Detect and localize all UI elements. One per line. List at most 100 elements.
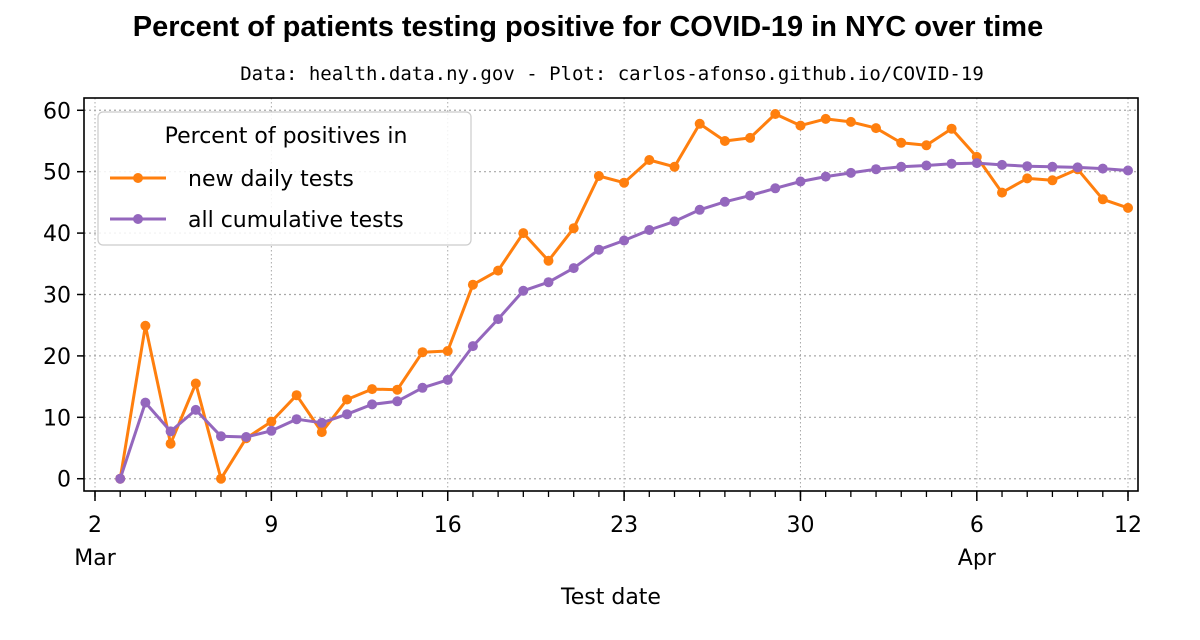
legend: Percent of positives in new daily tests … bbox=[97, 111, 472, 246]
data-point bbox=[946, 158, 957, 169]
data-point bbox=[493, 314, 504, 325]
data-point bbox=[619, 177, 630, 188]
data-point bbox=[190, 378, 201, 389]
y-tick-label: 0 bbox=[57, 468, 71, 493]
data-point bbox=[1022, 161, 1033, 172]
data-point bbox=[241, 432, 252, 442]
data-point bbox=[467, 279, 478, 290]
y-tick-label: 40 bbox=[43, 222, 71, 247]
data-point bbox=[266, 416, 277, 427]
data-point bbox=[417, 347, 428, 358]
data-point bbox=[392, 384, 403, 395]
data-point bbox=[719, 136, 730, 146]
data-point bbox=[493, 265, 504, 276]
x-tick-label: 6 bbox=[970, 513, 984, 538]
data-point bbox=[291, 390, 302, 401]
data-point bbox=[367, 399, 378, 410]
data-point bbox=[316, 427, 327, 438]
legend-label-daily: new daily tests bbox=[188, 167, 354, 192]
data-point bbox=[1097, 163, 1108, 174]
data-point bbox=[1072, 162, 1083, 173]
data-point bbox=[568, 223, 579, 234]
data-point bbox=[896, 137, 907, 148]
data-point bbox=[669, 216, 680, 227]
y-axis: 0 10 20 30 40 50 60 bbox=[43, 99, 84, 493]
data-point bbox=[946, 123, 957, 134]
data-point bbox=[367, 384, 378, 395]
data-point bbox=[971, 158, 982, 169]
data-point bbox=[921, 160, 932, 171]
x-axis: 2 Mar 9 16 23 30 6 Apr 12 bbox=[74, 491, 1142, 571]
data-point bbox=[745, 132, 756, 143]
x-tick-label: 16 bbox=[434, 513, 462, 538]
data-point bbox=[644, 155, 655, 165]
x-tick-label: 23 bbox=[610, 513, 638, 538]
data-point bbox=[921, 140, 932, 151]
data-point bbox=[871, 164, 881, 175]
data-point bbox=[896, 161, 907, 172]
x-tick-label: 9 bbox=[264, 513, 278, 538]
x-tick-sublabel: Apr bbox=[958, 546, 997, 571]
data-point bbox=[669, 161, 680, 172]
data-point bbox=[1123, 165, 1133, 176]
y-tick-label: 50 bbox=[43, 161, 71, 186]
y-tick-label: 60 bbox=[43, 99, 71, 124]
data-point bbox=[442, 346, 453, 356]
data-point bbox=[568, 263, 579, 274]
data-point bbox=[165, 438, 176, 449]
series-group bbox=[115, 109, 1133, 484]
data-point bbox=[770, 183, 781, 194]
data-point bbox=[190, 404, 201, 415]
data-point bbox=[392, 396, 403, 407]
data-point bbox=[719, 196, 730, 207]
data-point bbox=[593, 171, 604, 181]
data-point bbox=[442, 374, 453, 385]
legend-label-cumulative: all cumulative tests bbox=[188, 208, 404, 233]
x-tick-sublabel: Mar bbox=[74, 546, 116, 571]
data-point bbox=[770, 109, 781, 119]
data-point bbox=[140, 320, 151, 331]
data-point bbox=[417, 382, 428, 393]
data-point bbox=[593, 244, 604, 255]
legend-marker-daily bbox=[133, 173, 143, 183]
data-point bbox=[871, 123, 881, 134]
x-tick-label: 2 bbox=[88, 513, 102, 538]
data-point bbox=[997, 159, 1007, 170]
data-point bbox=[543, 255, 554, 266]
data-point bbox=[1022, 173, 1033, 184]
data-point bbox=[820, 171, 831, 182]
chart-title: Percent of patients testing positive for… bbox=[133, 11, 1043, 43]
data-point bbox=[694, 204, 705, 215]
legend-box bbox=[97, 111, 472, 246]
data-point bbox=[291, 414, 302, 425]
x-tick-label: 12 bbox=[1114, 513, 1142, 538]
data-point bbox=[820, 113, 831, 124]
data-point bbox=[342, 394, 352, 405]
y-tick-label: 10 bbox=[43, 406, 71, 431]
data-point bbox=[467, 341, 478, 352]
y-tick-label: 30 bbox=[43, 284, 71, 309]
data-point bbox=[518, 285, 529, 296]
data-point bbox=[266, 425, 277, 436]
data-point bbox=[115, 473, 126, 484]
data-point bbox=[845, 167, 856, 178]
legend-title: Percent of positives in bbox=[165, 124, 408, 149]
data-point bbox=[140, 397, 151, 408]
data-point bbox=[316, 417, 327, 428]
data-point bbox=[745, 190, 756, 201]
data-point bbox=[543, 277, 554, 288]
data-point bbox=[619, 235, 630, 246]
data-point bbox=[216, 431, 226, 442]
data-point bbox=[1097, 194, 1108, 205]
data-point bbox=[845, 116, 856, 127]
data-point bbox=[216, 473, 226, 484]
x-axis-label: Test date bbox=[560, 585, 661, 610]
data-point bbox=[694, 118, 705, 129]
data-point bbox=[165, 426, 176, 437]
chart-subtitle: Data: health.data.ny.gov - Plot: carlos-… bbox=[240, 63, 984, 85]
data-point bbox=[1123, 202, 1133, 213]
data-point bbox=[795, 176, 806, 187]
data-point bbox=[795, 120, 806, 131]
x-tick-label: 30 bbox=[786, 513, 814, 538]
